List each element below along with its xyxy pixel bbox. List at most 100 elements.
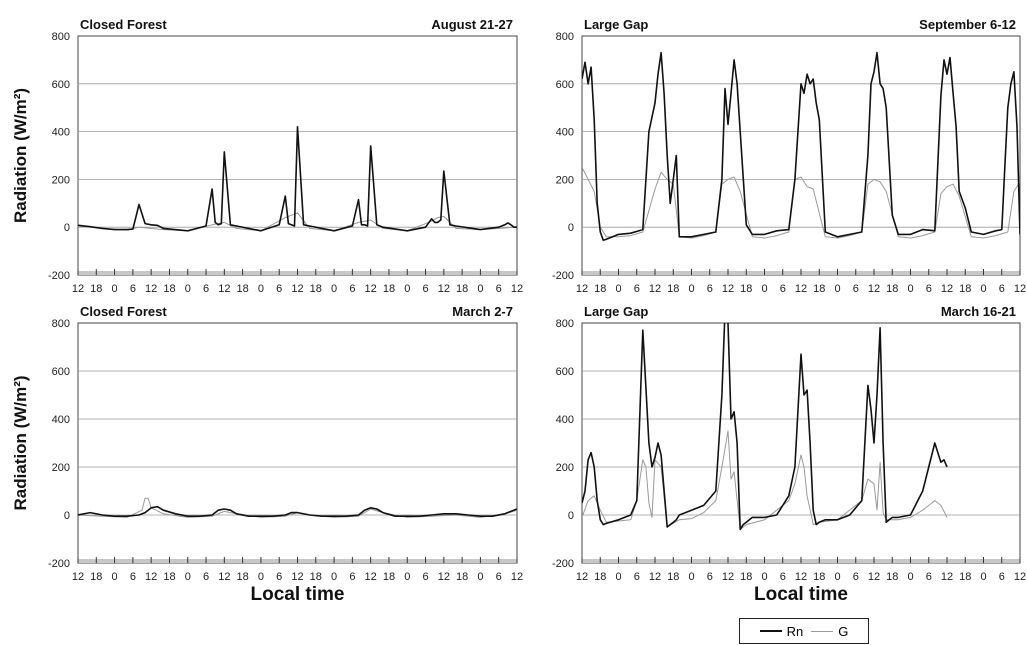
panel-3-ytick-label: 200 bbox=[52, 462, 70, 474]
panel-3-frame bbox=[77, 322, 518, 564]
panel-2-xtick-label: 12 bbox=[649, 283, 661, 295]
panel-2-xtick-label: 6 bbox=[999, 283, 1005, 295]
panel-2-xtick-label: 12 bbox=[722, 283, 734, 295]
panel-4-ytick-label: 400 bbox=[556, 414, 574, 426]
panel-3-ytick-label: 400 bbox=[52, 414, 70, 426]
panel-2-xtick-label: 12 bbox=[941, 283, 953, 295]
panel-4-ytick-label: 0 bbox=[568, 510, 574, 522]
panel-2-xtick-label: 18 bbox=[740, 283, 752, 295]
panel-2-xtick-label: 18 bbox=[959, 283, 971, 295]
panel-1-ylabel: Radiation (W/m²) bbox=[11, 88, 30, 223]
panel-1-xtick-label: 18 bbox=[456, 283, 468, 295]
panel-2-xtick-label: 6 bbox=[707, 283, 713, 295]
panel-4-xtick-label: 18 bbox=[594, 571, 606, 583]
panel-2-ytick-label: 400 bbox=[556, 127, 574, 139]
panel-4-xtick-label: 12 bbox=[868, 571, 880, 583]
panel-4-xtick-label: 0 bbox=[980, 571, 986, 583]
panel-3-xtick-label: 12 bbox=[365, 571, 377, 583]
panel-4-title: Large Gap bbox=[584, 304, 648, 319]
panel-3-ylabel: Radiation (W/m²) bbox=[11, 375, 30, 510]
panel-2-xtick-label: 0 bbox=[761, 283, 767, 295]
panel-3-xtick-label: 6 bbox=[203, 571, 209, 583]
panel-1-xtick-label: 18 bbox=[90, 283, 102, 295]
panel-1-xtick-label: 12 bbox=[72, 283, 84, 295]
panel-2-xtick-label: 0 bbox=[980, 283, 986, 295]
panel-1-xtick-label: 18 bbox=[310, 283, 322, 295]
panel-3-xtick-label: 12 bbox=[72, 571, 84, 583]
panel-1-xtick-label: 6 bbox=[130, 283, 136, 295]
panel-3-ytick-label: 800 bbox=[52, 318, 70, 330]
panel-1-xtick-label: 0 bbox=[185, 283, 191, 295]
panel-4-period: March 16-21 bbox=[941, 304, 1016, 319]
panel-4-xtick-label: 12 bbox=[722, 571, 734, 583]
panel-4-xtick-label: 6 bbox=[999, 571, 1005, 583]
legend-label-g: G bbox=[838, 623, 849, 639]
panel-4-xtick-label: 6 bbox=[707, 571, 713, 583]
panel-1-xtick-label: 12 bbox=[438, 283, 450, 295]
panel-3-xtick-label: 6 bbox=[276, 571, 282, 583]
panel-1-period: August 21-27 bbox=[431, 17, 513, 32]
panel-1-ytick-label: 400 bbox=[52, 127, 70, 139]
legend-swatch-rn bbox=[759, 630, 782, 632]
panel-1-ytick-label: -200 bbox=[48, 270, 70, 282]
panel-4-xtick-label: 6 bbox=[926, 571, 932, 583]
panel-3-title: Closed Forest bbox=[80, 304, 167, 319]
panel-4-ytick-label: 600 bbox=[556, 366, 574, 378]
panel-2-xtick-label: 12 bbox=[868, 283, 880, 295]
panel-4-xtick-label: 6 bbox=[780, 571, 786, 583]
panel-1-ytick-label: 0 bbox=[64, 222, 70, 234]
panel-3-xtick-label: 6 bbox=[130, 571, 136, 583]
panel-1-ytick-label: 600 bbox=[52, 79, 70, 91]
legend-swatch-g bbox=[811, 630, 834, 632]
panel-3-xtick-label: 0 bbox=[477, 571, 483, 583]
panel-1-xtick-label: 12 bbox=[218, 283, 230, 295]
panel-3-xtick-label: 0 bbox=[404, 571, 410, 583]
panel-2-ytick-label: 0 bbox=[568, 222, 574, 234]
panel-3-xtick-label: 12 bbox=[218, 571, 230, 583]
panel-4-xtick-label: 0 bbox=[834, 571, 840, 583]
panel-4-xtick-label: 18 bbox=[813, 571, 825, 583]
panel-4-series-rn bbox=[582, 323, 948, 531]
panel-2-ytick-label: 800 bbox=[556, 31, 574, 43]
panel-3-xtick-label: 12 bbox=[145, 571, 157, 583]
panel-2-xtick-label: 0 bbox=[907, 283, 913, 295]
panel-3-xtick-label: 18 bbox=[163, 571, 175, 583]
panel-4-xtick-label: 18 bbox=[886, 571, 898, 583]
panel-3-period: March 2-7 bbox=[452, 304, 513, 319]
panel-2-xtick-label: 0 bbox=[834, 283, 840, 295]
panel-1-xtick-label: 6 bbox=[276, 283, 282, 295]
panel-4-xtick-label: 6 bbox=[634, 571, 640, 583]
legend-label-rn: Rn bbox=[786, 623, 804, 639]
panel-2-series-rn bbox=[582, 51, 1020, 242]
panel-3-xtick-label: 18 bbox=[90, 571, 102, 583]
panel-3-xtick-label: 12 bbox=[438, 571, 450, 583]
panel-2-series-g bbox=[582, 167, 1020, 239]
panel-4-xtick-label: 12 bbox=[649, 571, 661, 583]
panel-2-xtick-label: 6 bbox=[780, 283, 786, 295]
panel-2-xtick-label: 0 bbox=[688, 283, 694, 295]
panel-1-xtick-label: 12 bbox=[291, 283, 303, 295]
panel-3-xtick-label: 0 bbox=[185, 571, 191, 583]
panel-3-xtick-label: 6 bbox=[496, 571, 502, 583]
panel-1-ytick-label: 800 bbox=[52, 31, 70, 43]
panel-2-xtick-label: 18 bbox=[886, 283, 898, 295]
panel-2-xtick-label: 12 bbox=[1014, 283, 1026, 295]
legend: Rn G bbox=[739, 618, 869, 644]
panel-3-ytick-label: 0 bbox=[64, 510, 70, 522]
panel-4-xtick-label: 12 bbox=[576, 571, 588, 583]
panel-4-ytick-label: 200 bbox=[556, 462, 574, 474]
panel-1-xtick-label: 0 bbox=[258, 283, 264, 295]
panel-4-xtick-label: 0 bbox=[615, 571, 621, 583]
panel-4-xlabel: Local time bbox=[754, 584, 848, 605]
panel-4-xtick-label: 0 bbox=[907, 571, 913, 583]
panel-1-title: Closed Forest bbox=[80, 17, 167, 32]
panel-1-xtick-label: 18 bbox=[163, 283, 175, 295]
panel-2-ytick-label: 200 bbox=[556, 174, 574, 186]
panel-3-ytick-label: 600 bbox=[52, 366, 70, 378]
panel-3-xtick-label: 18 bbox=[383, 571, 395, 583]
panel-3-series-rn bbox=[78, 505, 517, 518]
panel-3-xtick-label: 0 bbox=[112, 571, 118, 583]
panel-3-xlabel: Local time bbox=[251, 584, 345, 605]
panel-4-xtick-label: 18 bbox=[740, 571, 752, 583]
